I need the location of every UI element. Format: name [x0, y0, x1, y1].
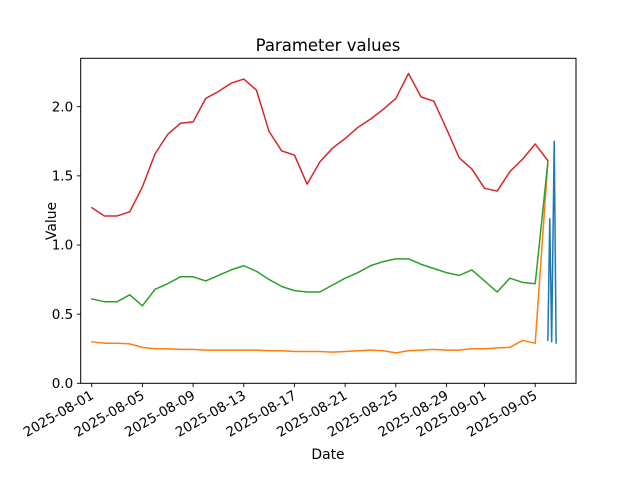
plot-area: 2025-08-012025-08-052025-08-092025-08-13… — [21, 57, 577, 441]
y-tick-label: 0.5 — [52, 307, 73, 323]
series-line-red — [90, 72, 549, 217]
axes-spines — [80, 57, 577, 384]
series-line-orange — [90, 161, 549, 354]
y-axis-label: Value — [44, 202, 60, 240]
y-tick-label: 2.0 — [52, 99, 73, 115]
x-axis-label: Date — [311, 447, 344, 463]
y-tick-label: 1.5 — [52, 169, 73, 185]
chart-title: Parameter values — [256, 36, 401, 55]
series-line-green — [90, 161, 549, 307]
series-line-blue — [547, 140, 557, 344]
y-tick-label: 1.0 — [52, 238, 73, 254]
y-tick-label: 0.0 — [52, 376, 73, 392]
